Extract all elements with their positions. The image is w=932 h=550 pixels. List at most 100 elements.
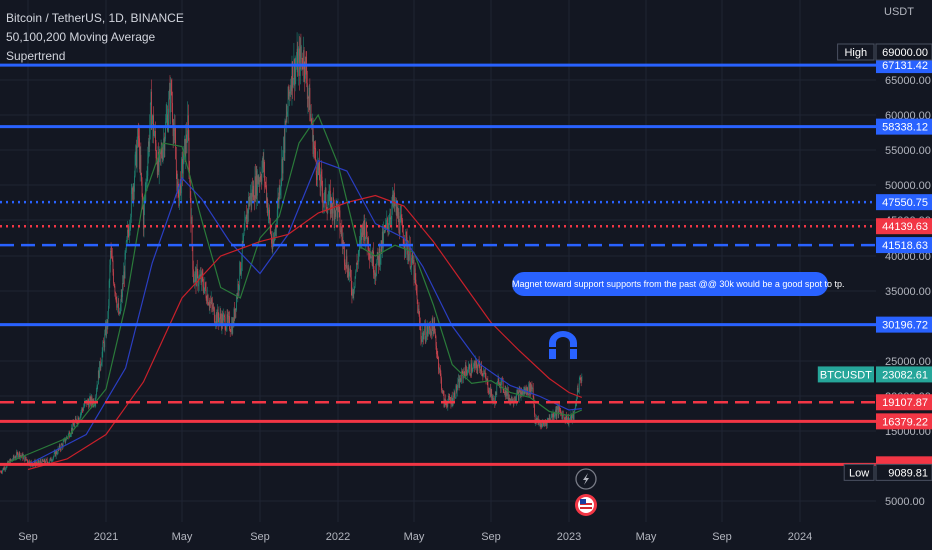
candle-body (527, 387, 528, 394)
candle-body (241, 241, 243, 263)
indicator-supertrend[interactable]: Supertrend (6, 49, 66, 63)
candle-body (251, 189, 253, 197)
candle-body (163, 138, 165, 151)
candle-body (315, 148, 317, 161)
us-flag-icon[interactable] (575, 494, 597, 516)
candle-body (373, 272, 375, 276)
candle-body (80, 412, 82, 414)
candle-body (508, 397, 510, 400)
candle-body (378, 255, 379, 266)
candle-body (164, 138, 166, 151)
lightning-icon[interactable] (575, 468, 597, 490)
candle-body (202, 276, 204, 287)
candle-body (157, 152, 159, 175)
candle-body (45, 459, 47, 464)
candle-body (26, 459, 28, 463)
indicator-moving-average[interactable]: 50,100,200 Moving Average (6, 30, 156, 44)
candle-body (488, 392, 490, 394)
candle-body (438, 368, 440, 370)
candle-body (300, 46, 302, 59)
candle-body (38, 460, 40, 464)
candle-body (381, 231, 383, 252)
candle-body (192, 244, 194, 270)
candle-body (387, 218, 388, 224)
x-tick-label: May (404, 531, 425, 543)
annotation-callout[interactable]: Magnet toward support supports from the … (512, 272, 844, 296)
candle-body (172, 102, 173, 123)
candle-body (448, 396, 449, 402)
candle-body (392, 194, 393, 206)
candle-body (73, 425, 75, 427)
candle-body (458, 379, 459, 382)
symbol-title[interactable]: Bitcoin / TetherUS, 1D, BINANCE (6, 11, 184, 25)
candle-body (390, 219, 392, 220)
candle-body (82, 409, 84, 411)
candle-body (453, 396, 454, 403)
candle-body (280, 187, 281, 196)
candle-body (472, 365, 474, 372)
candle-body (135, 145, 137, 155)
candle-body (548, 418, 549, 420)
candle-body (138, 135, 140, 139)
candle-body (480, 366, 482, 372)
candle-body (541, 425, 543, 428)
candle-body (355, 271, 357, 277)
candle-body (423, 333, 425, 340)
candle-body (21, 455, 23, 457)
candle-body (230, 331, 232, 332)
candle-body (137, 128, 139, 136)
candle-body (265, 182, 267, 186)
candle-body (26, 459, 28, 461)
candle-body (99, 361, 101, 378)
candle-body (57, 448, 59, 454)
candle-body (417, 299, 419, 314)
horizontal-levels[interactable] (0, 63, 876, 466)
candle-body (205, 288, 207, 299)
candle-body (483, 373, 485, 374)
candle-body (60, 448, 62, 450)
moving-average-100 (27, 159, 582, 466)
candle-body (306, 83, 308, 99)
candle-body (229, 316, 230, 330)
price-tags: 67131.42 58338.12 47550.75 44139.63 41518.63… (817, 43, 932, 481)
candle-body (201, 272, 203, 277)
candle-body (285, 121, 286, 124)
candle-body (410, 267, 412, 269)
candle-body (429, 324, 431, 328)
candle-body (238, 285, 240, 290)
candle-body (318, 160, 320, 171)
candle-body (287, 111, 288, 117)
candle-body (264, 161, 265, 181)
currency-label[interactable]: USDT (884, 6, 914, 18)
candle-body (180, 161, 182, 194)
candle-body (97, 384, 99, 386)
candle-body (569, 419, 571, 420)
candle-body (428, 324, 430, 330)
candle-body (544, 422, 546, 424)
price-tag-name: High (844, 47, 867, 59)
candle-body (246, 210, 248, 225)
candle-body (534, 404, 535, 415)
candle-body (351, 289, 353, 297)
candle-body (293, 59, 295, 80)
candle-body (281, 159, 283, 180)
candle-body (123, 271, 125, 279)
candle-body (394, 203, 396, 206)
candle-body (46, 459, 48, 462)
candle-body (335, 201, 337, 217)
candle-body (253, 185, 255, 201)
candle-body (114, 286, 116, 293)
candle-body (206, 298, 208, 304)
moving-average-50 (7, 113, 583, 464)
candle-body (421, 336, 423, 342)
x-tick-label: Sep (18, 531, 38, 543)
candle-body (473, 365, 474, 366)
candle-body (391, 205, 393, 220)
candle-body (354, 286, 355, 290)
candle-body (152, 115, 154, 120)
candle-body (252, 185, 254, 197)
candle-body (474, 361, 476, 369)
candle-body (481, 366, 483, 374)
candle-body (306, 63, 308, 84)
